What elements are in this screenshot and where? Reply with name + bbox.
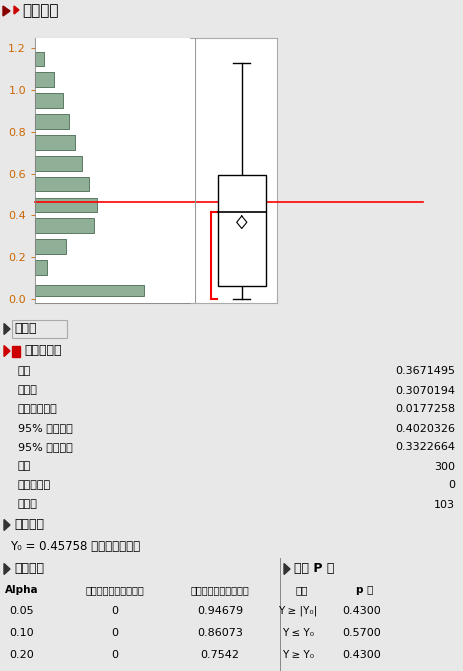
Text: 汇总统计量: 汇总统计量 (24, 344, 62, 358)
Text: Y ≥ |Y₀|: Y ≥ |Y₀| (278, 606, 318, 616)
Bar (35, 260, 47, 275)
Text: 置信区间: 置信区间 (14, 562, 44, 576)
Text: 0.4300: 0.4300 (343, 650, 382, 660)
Text: 0.3070194: 0.3070194 (395, 386, 455, 395)
Text: 模拟结果: 模拟结果 (14, 519, 44, 531)
Text: Y ≥ Y₀: Y ≥ Y₀ (282, 650, 314, 660)
Text: 0.7542: 0.7542 (200, 650, 239, 660)
Text: Alpha: Alpha (5, 585, 39, 595)
Bar (35, 72, 54, 87)
Bar (35, 156, 81, 170)
Bar (12, 320, 67, 338)
Bar (35, 135, 75, 150)
Bar (35, 285, 144, 296)
Text: 0: 0 (112, 628, 119, 638)
Text: 0.86073: 0.86073 (197, 628, 243, 638)
Bar (218, 174, 266, 287)
Polygon shape (3, 6, 10, 16)
Text: 0.4020326: 0.4020326 (395, 423, 455, 433)
Text: 0.10: 0.10 (10, 628, 34, 638)
Text: 0.4300: 0.4300 (343, 606, 382, 616)
Text: 0.3671495: 0.3671495 (395, 366, 455, 376)
Bar (35, 197, 97, 212)
Bar (35, 114, 69, 129)
Text: 混合速度: 混合速度 (22, 3, 58, 19)
Text: 均値: 均値 (18, 366, 31, 376)
Text: 103: 103 (434, 499, 455, 509)
Polygon shape (4, 519, 10, 531)
Text: Y₀ = 0.45758 （原始估计値）: Y₀ = 0.45758 （原始估计値） (10, 541, 140, 554)
Polygon shape (4, 346, 10, 356)
Text: 零値数: 零値数 (18, 499, 38, 509)
Polygon shape (4, 323, 10, 335)
Bar (35, 52, 44, 66)
Bar (35, 240, 66, 254)
Text: 均値标准误差: 均値标准误差 (18, 405, 58, 415)
Bar (35, 219, 94, 233)
Text: p 値: p 値 (357, 585, 374, 595)
Polygon shape (4, 564, 10, 574)
Text: 标准差: 标准差 (18, 386, 38, 395)
Polygon shape (284, 564, 290, 574)
Text: 95% 均値下限: 95% 均値下限 (18, 442, 73, 452)
Text: 0.94679: 0.94679 (197, 606, 243, 616)
Text: 分位数: 分位数 (14, 323, 37, 336)
Text: 百分位数置信区间下限: 百分位数置信区间下限 (86, 585, 144, 595)
Bar (35, 93, 63, 108)
Polygon shape (14, 6, 19, 14)
Text: 百分位数置信区间上限: 百分位数置信区间上限 (191, 585, 250, 595)
Text: 0: 0 (448, 480, 455, 491)
Text: 缺失値个数: 缺失値个数 (18, 480, 51, 491)
Text: 0: 0 (112, 606, 119, 616)
Text: 0.05: 0.05 (10, 606, 34, 616)
Text: 检验: 检验 (296, 585, 308, 595)
Text: 0.5700: 0.5700 (343, 628, 382, 638)
Bar (12, 346, 20, 357)
Text: 0: 0 (112, 650, 119, 660)
Text: 0.20: 0.20 (10, 650, 34, 660)
Bar (35, 176, 89, 191)
Text: Y ≤ Y₀: Y ≤ Y₀ (282, 628, 314, 638)
Text: 经验 P 値: 经验 P 値 (294, 562, 334, 576)
Text: 0.0177258: 0.0177258 (395, 405, 455, 415)
Text: 0.3322664: 0.3322664 (395, 442, 455, 452)
Text: 95% 均値上限: 95% 均値上限 (18, 423, 73, 433)
Text: 数目: 数目 (18, 462, 31, 472)
Text: 300: 300 (434, 462, 455, 472)
